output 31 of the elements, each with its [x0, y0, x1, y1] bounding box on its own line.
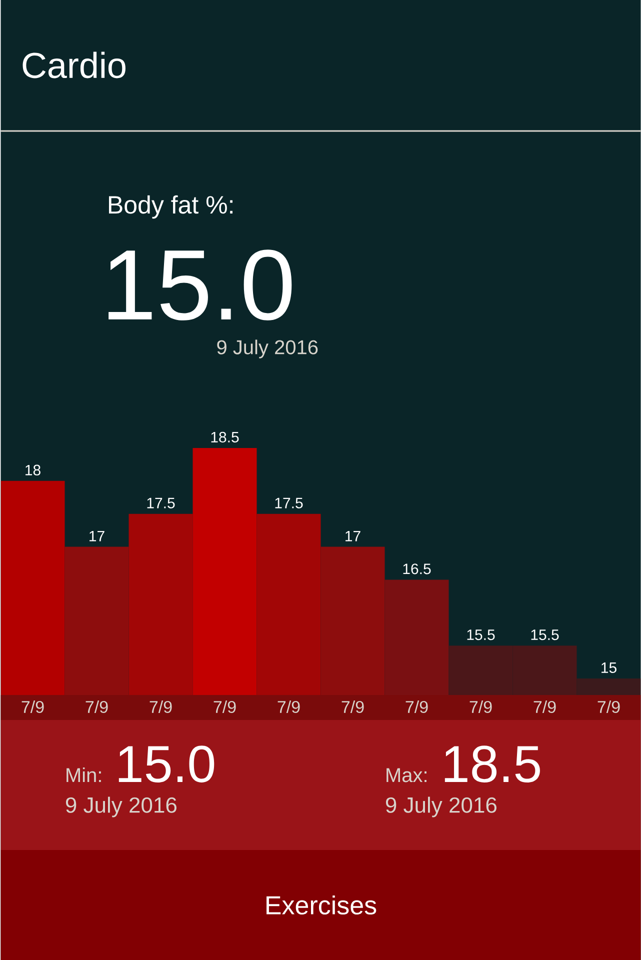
text: 15.0 [108, 250, 292, 320]
x-tick-label: 7/9 [470, 700, 492, 713]
text: Max: [386, 768, 426, 782]
data-label: 15.5 [467, 630, 494, 640]
text: Min: [66, 767, 101, 782]
text: 9 July 2016 [216, 340, 318, 358]
x-tick-label: 7/9 [598, 700, 620, 713]
x-tick-label: 7/9 [534, 700, 556, 713]
data-label: 18 [25, 464, 40, 476]
data-label: 17.5 [147, 498, 174, 508]
x-tick-label: 7/9 [86, 700, 108, 713]
x-tick-label: 7/9 [278, 700, 300, 713]
chart-subtitle: Body fat %: [108, 195, 232, 219]
x-tick-label: 7/9 [22, 700, 44, 713]
data-label: 15.5 [531, 630, 558, 640]
x-tick-label: 7/9 [214, 700, 236, 713]
x-tick-label: 7/9 [150, 700, 172, 713]
data-label: 17 [89, 530, 104, 542]
text: Exercises [266, 895, 376, 915]
data-label: 17.5 [275, 498, 302, 508]
data-label: 18.5 [211, 432, 238, 442]
text: 18.5 [444, 746, 540, 783]
x-tick-label: 7/9 [342, 700, 364, 713]
chart-title: Cardio [22, 52, 126, 78]
x-tick-label: 7/9 [406, 700, 428, 713]
text: 9 July 2016 [66, 796, 176, 818]
text: 15.0 [118, 746, 214, 783]
text: 9 July 2016 [386, 796, 496, 818]
data-label: 15 [601, 662, 616, 673]
data-label: 17 [345, 530, 360, 542]
data-label: 16.5 [403, 564, 430, 574]
